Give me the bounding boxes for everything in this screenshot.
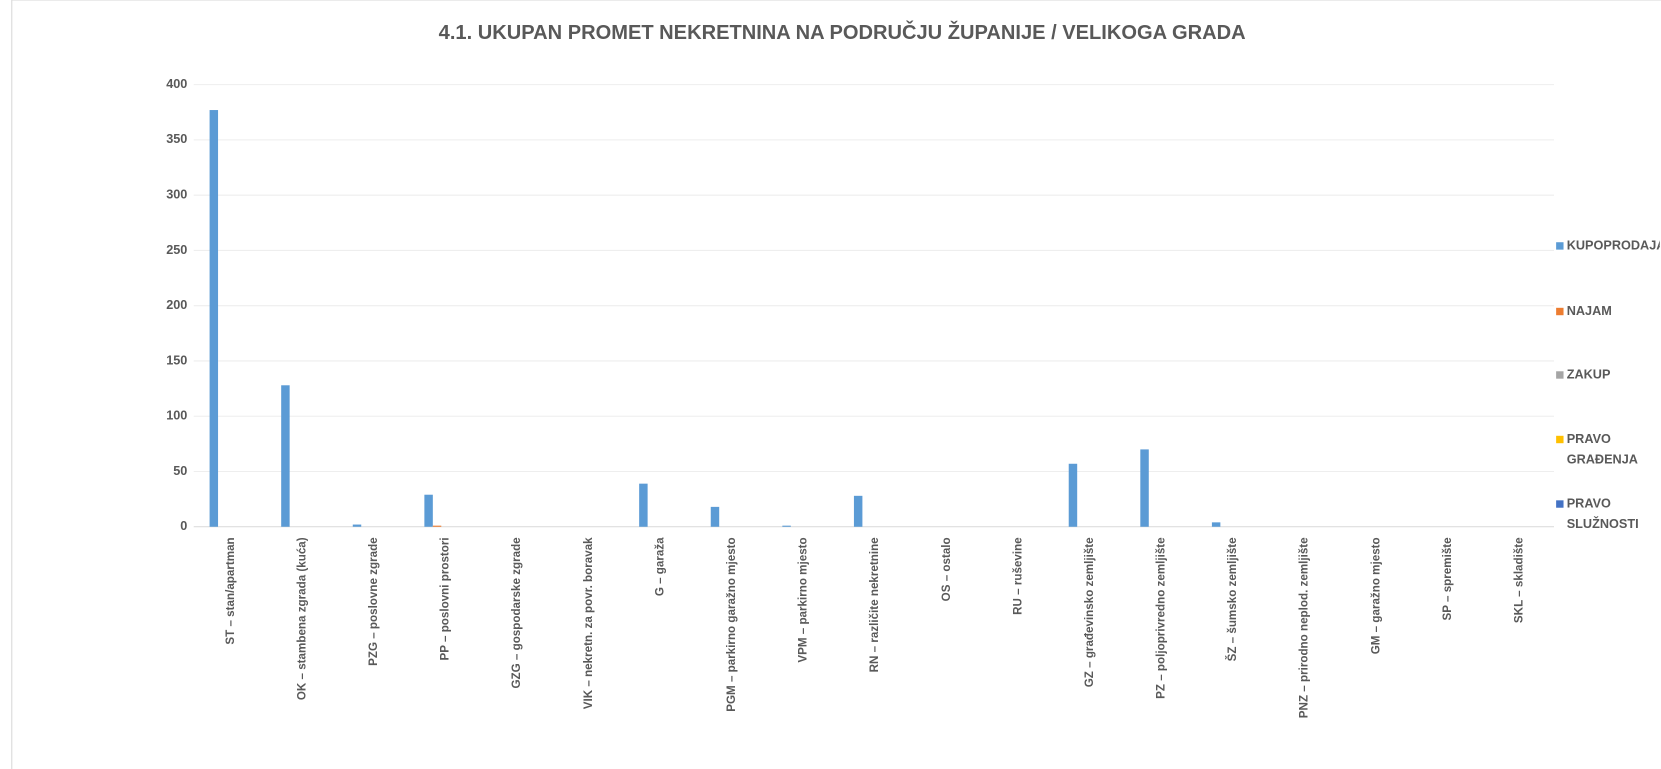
legend-label-box: ZAKUP: [1566, 367, 1611, 382]
x-tick-label: RN – različite nekretnine: [868, 537, 881, 673]
bar: [424, 494, 433, 527]
y-tick-label: 150: [166, 353, 187, 367]
bar: [209, 110, 219, 527]
x-tick-label: ST – stan/apartman: [224, 537, 237, 644]
legend-label-box: PRAVO GRAĐENJA: [1566, 431, 1638, 467]
bar: [639, 483, 648, 527]
y-tick-label: 400: [166, 77, 187, 91]
chart-title: 4.1. UKUPAN PROMET NEKRETNINA NA PODRUČJ…: [439, 20, 1246, 44]
legend-label: NAJAM: [1566, 303, 1612, 319]
y-tick-label: 100: [166, 409, 187, 423]
bar: [710, 506, 720, 527]
bar: [853, 495, 863, 527]
y-tick-label: 300: [166, 188, 187, 202]
x-tick-label: PNZ – prirodno neplod. zemljište: [1298, 537, 1311, 718]
bar: [432, 525, 442, 527]
x-tick-label: PZG – poslovne zgrade: [367, 537, 380, 666]
x-tick-label: VPM – parkirno mjesto: [797, 537, 810, 662]
legend-label: PRAVO SLUŽNOSTI: [1566, 496, 1639, 532]
legend-label: KUPOPRODAJA: [1566, 237, 1660, 253]
y-tick-label: 200: [166, 298, 187, 312]
y-tick-label: 0: [180, 519, 187, 533]
bar: [782, 525, 791, 527]
legend-swatch: [1556, 500, 1564, 508]
bar: [1211, 522, 1221, 527]
x-tick-label: PP – poslovni prostori: [439, 537, 452, 660]
x-tick-label: GZG – gospodarske zgrade: [510, 537, 523, 689]
x-tick-label: OS – ostalo: [940, 537, 953, 601]
legend-swatch: [1556, 435, 1564, 444]
legend-swatch: [1556, 371, 1564, 379]
legend-label-box: NAJAM: [1566, 303, 1612, 319]
bar: [1140, 449, 1149, 527]
y-tick-label: 250: [166, 243, 187, 257]
x-tick-label: G – garaža: [653, 537, 666, 596]
legend-swatch: [1556, 307, 1564, 316]
x-tick-label: VIK – nekretn. za povr. boravak: [582, 537, 595, 709]
chart-frame: [11, 0, 1661, 769]
x-tick-label: OK – stambena zgrada (kuća): [295, 537, 308, 700]
x-tick-label: SKL – skladište: [1513, 537, 1526, 623]
legend-label-box: PRAVO SLUŽNOSTI: [1566, 496, 1639, 532]
bar: [352, 524, 362, 527]
legend-label: ZAKUP: [1566, 367, 1611, 382]
x-tick-label: PZ – poljoprivredno zemljište: [1155, 537, 1168, 699]
x-tick-label: PGM – parkirno garažno mjesto: [725, 537, 738, 711]
legend-label: PRAVO GRAĐENJA: [1566, 431, 1638, 467]
x-tick-label: SP – spremište: [1441, 537, 1454, 621]
x-tick-label: GM – garažno mjesto: [1369, 537, 1382, 654]
x-tick-label: ŠZ – šumsko zemljište: [1226, 537, 1239, 662]
legend-swatch: [1556, 242, 1564, 250]
bar: [281, 385, 290, 527]
x-tick-label: GZ – građevinsko zemljište: [1083, 537, 1096, 687]
y-tick-label: 50: [173, 464, 187, 478]
x-tick-label: RU – ruševine: [1011, 537, 1024, 615]
legend-label-box: KUPOPRODAJA: [1566, 237, 1660, 253]
bar: [1068, 463, 1078, 527]
y-tick-label: 350: [166, 132, 187, 146]
